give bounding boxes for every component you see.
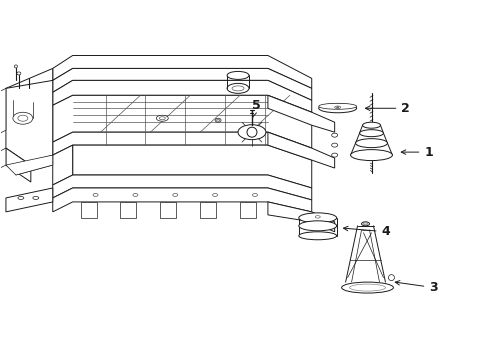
Ellipse shape [238, 125, 265, 140]
Polygon shape [6, 68, 53, 100]
Ellipse shape [331, 133, 337, 137]
Polygon shape [6, 148, 31, 182]
Polygon shape [16, 155, 53, 175]
Text: 4: 4 [343, 225, 389, 238]
Ellipse shape [172, 193, 178, 197]
Polygon shape [53, 175, 311, 200]
Polygon shape [53, 188, 311, 212]
Ellipse shape [159, 117, 165, 120]
Ellipse shape [331, 143, 337, 147]
Polygon shape [53, 80, 311, 112]
Ellipse shape [298, 213, 336, 223]
Ellipse shape [349, 284, 385, 291]
Ellipse shape [298, 232, 336, 240]
Polygon shape [160, 202, 176, 218]
Ellipse shape [14, 65, 18, 68]
Ellipse shape [226, 84, 248, 93]
Ellipse shape [216, 119, 219, 121]
Polygon shape [0, 148, 6, 170]
Polygon shape [53, 132, 311, 160]
Ellipse shape [308, 220, 314, 223]
Ellipse shape [318, 103, 356, 109]
Ellipse shape [387, 275, 394, 280]
Text: 5: 5 [251, 99, 260, 117]
Ellipse shape [232, 86, 244, 91]
Ellipse shape [363, 223, 367, 225]
Polygon shape [53, 95, 311, 148]
Polygon shape [0, 88, 6, 135]
Ellipse shape [318, 104, 356, 113]
Ellipse shape [350, 150, 392, 161]
Polygon shape [267, 132, 334, 168]
Ellipse shape [341, 282, 393, 293]
Text: 3: 3 [394, 280, 437, 294]
Ellipse shape [321, 223, 327, 226]
Ellipse shape [252, 193, 257, 197]
Polygon shape [240, 202, 255, 218]
Ellipse shape [362, 122, 380, 128]
Polygon shape [73, 145, 311, 188]
Polygon shape [120, 202, 136, 218]
Ellipse shape [246, 127, 256, 137]
Ellipse shape [13, 112, 33, 124]
Polygon shape [267, 202, 334, 232]
Polygon shape [200, 202, 216, 218]
Polygon shape [6, 155, 53, 175]
Polygon shape [53, 68, 311, 100]
Ellipse shape [331, 153, 337, 157]
Ellipse shape [33, 197, 39, 199]
Polygon shape [53, 55, 311, 88]
Ellipse shape [334, 106, 340, 108]
Polygon shape [267, 95, 334, 132]
Polygon shape [81, 202, 96, 218]
Ellipse shape [359, 130, 383, 137]
Polygon shape [6, 80, 53, 165]
Ellipse shape [298, 221, 336, 231]
Ellipse shape [18, 197, 24, 199]
Ellipse shape [212, 193, 217, 197]
Ellipse shape [156, 115, 168, 121]
Ellipse shape [17, 72, 21, 75]
Ellipse shape [133, 193, 138, 197]
Polygon shape [53, 145, 73, 185]
Ellipse shape [336, 107, 338, 108]
Ellipse shape [315, 216, 320, 218]
Ellipse shape [215, 118, 221, 122]
Ellipse shape [361, 222, 369, 226]
Polygon shape [6, 188, 53, 212]
Text: 1: 1 [401, 145, 432, 159]
Ellipse shape [18, 115, 28, 121]
Ellipse shape [226, 71, 248, 80]
Ellipse shape [93, 193, 98, 197]
Ellipse shape [355, 139, 386, 148]
Text: 2: 2 [365, 102, 409, 115]
